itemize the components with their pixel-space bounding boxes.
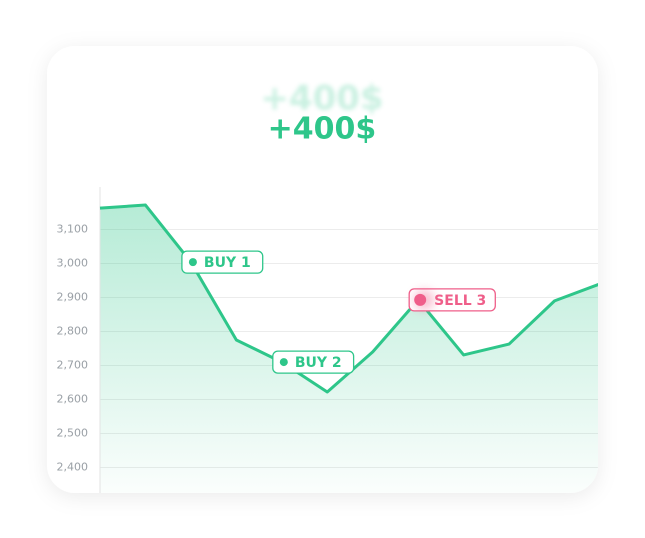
ghost-title: +400$ <box>260 79 383 119</box>
annotation-dot <box>188 258 197 267</box>
annotation: BUY 1 <box>181 250 264 274</box>
annotation-glow <box>414 289 435 310</box>
annotation-pill <box>272 350 355 374</box>
annotation-dot <box>279 358 288 367</box>
chart-title: +400$ <box>268 112 377 147</box>
y-tick-label: 2,800 <box>57 325 89 338</box>
area <box>100 205 598 493</box>
y-tick-label: 2,700 <box>57 359 89 372</box>
y-tick-label: 2,900 <box>57 291 89 304</box>
annotation-label: BUY 2 <box>295 355 342 371</box>
annotation-label: BUY 1 <box>204 255 251 271</box>
plot: BUY 1 BUY 2 SELL 3 <box>99 187 598 493</box>
y-tick-label: 2,500 <box>57 427 89 440</box>
y-tick-label: 3,000 <box>57 257 89 270</box>
y-tick-label: 2,600 <box>57 393 89 406</box>
annotation-pill <box>181 250 264 274</box>
annotation: BUY 2 <box>272 350 355 374</box>
annotation-label: SELL 3 <box>434 293 486 309</box>
y-tick-label: 3,100 <box>57 223 89 236</box>
y-tick-label: 2,400 <box>57 461 89 474</box>
annotation: SELL 3 <box>408 288 496 312</box>
